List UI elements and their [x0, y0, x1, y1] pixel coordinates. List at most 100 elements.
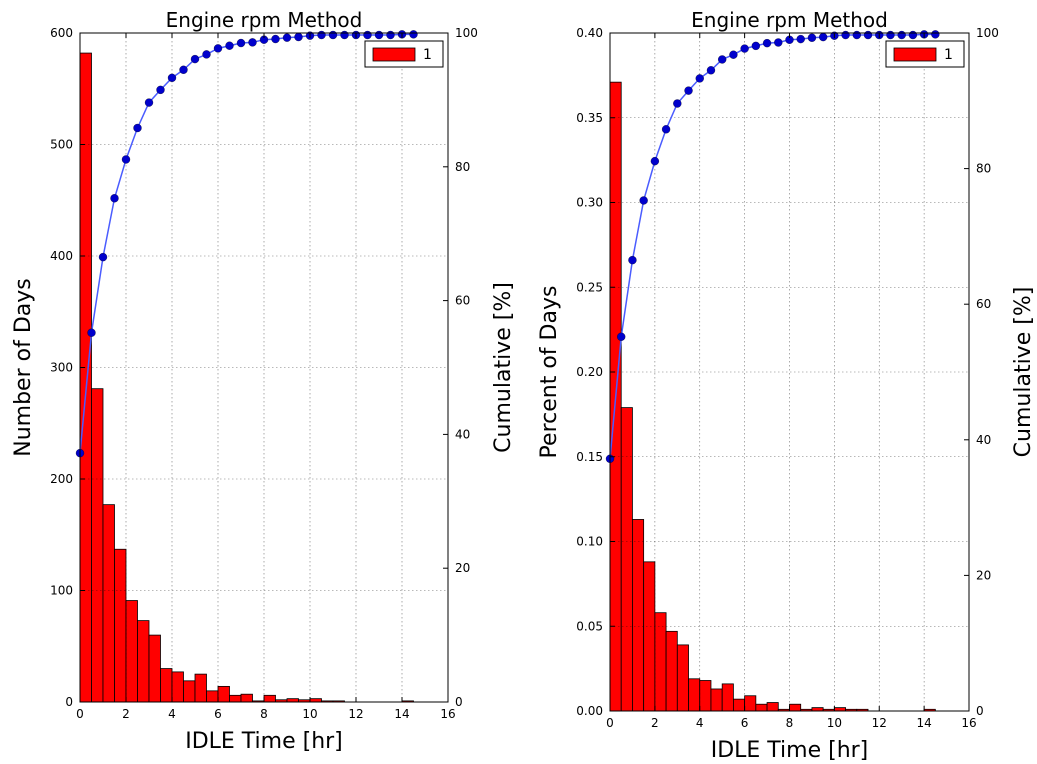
grid — [610, 33, 969, 711]
cumulative-point — [617, 332, 626, 341]
histogram-bar — [620, 407, 633, 712]
bar-series — [609, 81, 936, 712]
x-axis: 0 2 4 6 8 10 12 14 16 — [606, 33, 977, 730]
cumulative-point — [98, 252, 108, 262]
histogram-bar — [688, 678, 701, 712]
x-axis-label: IDLE Time [hr] — [711, 738, 869, 763]
cumulative-point — [751, 41, 760, 51]
histogram-bar — [137, 620, 150, 703]
cumulative-point — [328, 30, 338, 40]
cumulative-point — [121, 155, 131, 164]
cumulative-point — [807, 33, 817, 42]
y2-axis-label: Cumulative [%] — [1011, 287, 1036, 458]
cumulative-point — [695, 74, 704, 83]
y2-tick-label: 100 — [455, 26, 478, 40]
y2-tick-label: 100 — [976, 26, 999, 40]
x-tick-label: 4 — [168, 707, 176, 721]
y2-tick-label: 0 — [976, 704, 984, 718]
y2-axis-label: Cumulative [%] — [491, 282, 516, 453]
histogram-bar — [206, 690, 219, 703]
y2-axis: 0 20 40 60 80 100 — [964, 26, 999, 718]
cumulative-point — [819, 32, 828, 42]
cumulative-point — [202, 50, 211, 59]
cumulative-point — [931, 30, 940, 39]
cumulative-line — [79, 33, 414, 454]
histogram-bar — [833, 707, 846, 712]
y-axis-label: Percent of Days — [537, 286, 562, 459]
histogram-bar — [171, 671, 184, 703]
histogram-bar — [183, 680, 196, 703]
histogram-bar — [811, 707, 824, 712]
chart-2: 0 2 4 6 8 10 12 14 160.000.050.100.150.200.250.3… — [537, 8, 1036, 763]
histogram-bar — [766, 702, 779, 712]
x-tick-label: 8 — [260, 707, 268, 721]
cumulative-point — [282, 33, 292, 42]
x-tick-label: 16 — [961, 716, 976, 730]
cumulative-markers — [75, 30, 418, 458]
y2-tick-label: 20 — [976, 568, 991, 582]
y-tick-label: 400 — [50, 249, 73, 263]
histogram-bar — [114, 548, 127, 703]
cumulative-point — [236, 38, 246, 48]
y-tick-label: 500 — [50, 138, 73, 152]
cumulative-point — [897, 30, 906, 40]
histogram-bar — [194, 673, 207, 703]
cumulative-point — [156, 85, 165, 95]
histogram-bar — [148, 634, 161, 703]
legend: 1 — [364, 40, 444, 68]
cumulative-point — [729, 50, 738, 59]
y-tick-label: 0.00 — [576, 704, 603, 718]
x-tick-label: 0 — [76, 707, 84, 721]
cumulative-point — [661, 125, 671, 134]
y-axis-label: Number of Days — [11, 278, 36, 456]
legend-swatch — [893, 47, 937, 62]
histogram-bar — [229, 694, 242, 703]
histogram-bar — [102, 504, 115, 703]
x-tick-label: 4 — [696, 716, 704, 730]
cumulative-point — [294, 32, 303, 42]
cumulative-point — [762, 39, 772, 48]
histogram-bar — [733, 698, 746, 712]
y-tick-label: 0.40 — [576, 26, 603, 40]
histogram-bar — [744, 695, 757, 712]
x-axis: 0 2 4 6 8 10 12 14 16 — [76, 33, 456, 721]
histogram-bar — [286, 698, 299, 703]
cumulative-point — [374, 30, 384, 40]
cumulative-point — [190, 54, 200, 64]
histogram-bar — [710, 688, 723, 712]
x-tick-label: 10 — [302, 707, 317, 721]
y-tick-label: 0.30 — [576, 196, 603, 210]
legend-label: 1 — [423, 47, 432, 63]
histogram-bar — [160, 668, 173, 703]
y-axis: 0 100 200 300 400 500 600 — [50, 26, 85, 709]
x-tick-label: 6 — [741, 716, 749, 730]
y2-axis: 0 20 40 60 80 100 — [443, 26, 478, 709]
cumulative-point — [225, 41, 234, 50]
histogram-bar — [676, 644, 689, 712]
histogram-bar — [240, 693, 253, 703]
cumulative-point — [886, 30, 895, 40]
y-tick-label: 600 — [50, 26, 73, 40]
histogram-bar — [125, 600, 138, 703]
cumulative-point — [908, 30, 918, 40]
y2-tick-label: 60 — [976, 297, 991, 311]
cumulative-point — [144, 98, 154, 107]
y-tick-label: 0.05 — [576, 619, 603, 633]
histogram-bar — [665, 630, 678, 712]
y2-tick-label: 20 — [455, 561, 470, 575]
x-tick-label: 12 — [872, 716, 887, 730]
cumulative-point — [852, 30, 861, 40]
y-tick-label: 0.20 — [576, 365, 603, 379]
x-tick-label: 6 — [214, 707, 222, 721]
y-axis: 0.00 0.05 0.10 0.15 0.20 0.25 0.30 0.35 0.40 — [576, 26, 615, 718]
chart-title: Engine rpm Method — [691, 8, 888, 32]
x-tick-label: 2 — [651, 716, 659, 730]
cumulative-point — [409, 30, 418, 39]
histogram-bar — [643, 561, 656, 712]
cumulative-point — [774, 38, 783, 47]
cumulative-line — [609, 33, 936, 459]
legend: 1 — [885, 40, 965, 68]
cumulative-point — [639, 196, 648, 205]
cumulative-point — [386, 30, 395, 40]
